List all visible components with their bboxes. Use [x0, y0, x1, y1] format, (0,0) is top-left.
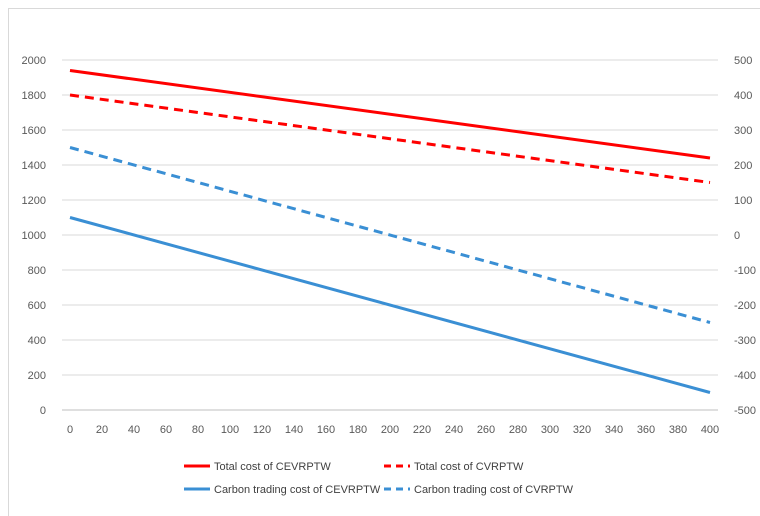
series-line	[69, 146, 711, 324]
y-tick-label: 1400	[22, 160, 46, 172]
x-tick-label: 380	[669, 424, 687, 436]
y-tick-label: 600	[28, 300, 46, 312]
y2-tick-label: 400	[734, 90, 752, 102]
gridlines	[62, 59, 718, 411]
y2-tick-label: 0	[734, 230, 740, 242]
x-axis-ticks: 0 20 40 60 80 100 120 140 160 180 200 220 240 260 280 3…	[67, 424, 719, 436]
x-tick-label: 260	[477, 424, 495, 436]
x-tick-label: 40	[128, 424, 140, 436]
x-tick-label: 140	[285, 424, 303, 436]
y2-tick-label: 500	[734, 55, 752, 67]
x-tick-label: 400	[701, 424, 719, 436]
y-tick-label: 1800	[22, 90, 46, 102]
legend-label: Total cost of CEVRPTW	[214, 461, 331, 473]
left-axis-ticks: 0 200 400 600 800 1000 1200 1400 1600 1800 2000	[22, 55, 46, 417]
y2-tick-label: -400	[734, 370, 756, 382]
x-tick-label: 320	[573, 424, 591, 436]
y2-tick-label: -500	[734, 405, 756, 417]
x-tick-label: 240	[445, 424, 463, 436]
right-axis-ticks: -500 -400 -300 -200 -100 0 100 200 300 400 500	[734, 55, 756, 417]
legend-label: Carbon trading cost of CVRPTW	[414, 484, 574, 496]
y2-tick-label: -100	[734, 265, 756, 277]
series-line	[69, 93, 711, 184]
y2-tick-label: 200	[734, 160, 752, 172]
x-tick-label: 100	[221, 424, 239, 436]
chart-frame	[8, 8, 760, 516]
x-tick-label: 80	[192, 424, 204, 436]
y-tick-label: 400	[28, 335, 46, 347]
x-tick-label: 0	[67, 424, 73, 436]
x-tick-label: 280	[509, 424, 527, 436]
y-tick-label: 0	[40, 405, 46, 417]
x-tick-label: 60	[160, 424, 172, 436]
x-tick-label: 220	[413, 424, 431, 436]
x-tick-label: 160	[317, 424, 335, 436]
y-tick-label: 1000	[22, 230, 46, 242]
y2-tick-label: -300	[734, 335, 756, 347]
x-tick-label: 200	[381, 424, 399, 436]
x-tick-label: 180	[349, 424, 367, 436]
y-tick-label: 800	[28, 265, 46, 277]
x-tick-label: 20	[96, 424, 108, 436]
y-tick-label: 1600	[22, 125, 46, 137]
y2-tick-label: 300	[734, 125, 752, 137]
y2-tick-label: 100	[734, 195, 752, 207]
y-tick-label: 200	[28, 370, 46, 382]
y-tick-label: 2000	[22, 55, 46, 67]
legend: Total cost of CEVRPTW Total cost of CVRPT…	[184, 461, 574, 496]
y2-tick-label: -200	[734, 300, 756, 312]
series-line	[69, 216, 711, 394]
x-tick-label: 120	[253, 424, 271, 436]
legend-label: Total cost of CVRPTW	[414, 461, 524, 473]
x-tick-label: 360	[637, 424, 655, 436]
x-tick-label: 340	[605, 424, 623, 436]
legend-label: Carbon trading cost of CEVRPTW	[214, 484, 381, 496]
series-line	[69, 69, 711, 160]
x-tick-label: 300	[541, 424, 559, 436]
y-tick-label: 1200	[22, 195, 46, 207]
series-lines	[69, 69, 711, 394]
